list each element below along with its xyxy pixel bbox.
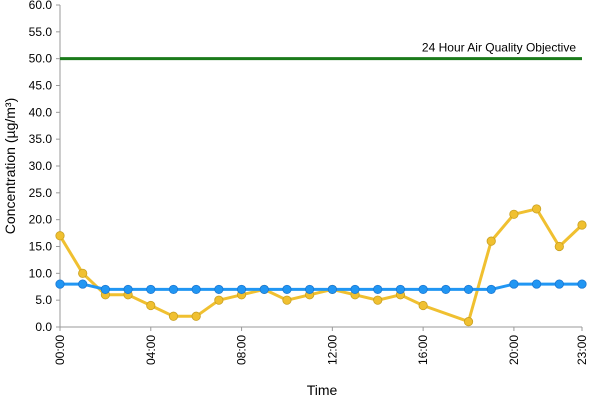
objective-label: 24 Hour Air Quality Objective	[422, 41, 576, 55]
x-tick-label: 12:00	[325, 335, 339, 365]
x-tick-label: 00:00	[53, 335, 67, 365]
data-point	[191, 311, 201, 321]
data-point	[123, 284, 133, 295]
data-point	[168, 284, 179, 295]
y-tick-label: 45.0	[29, 79, 53, 93]
data-point	[282, 284, 292, 295]
data-point	[214, 295, 224, 305]
objective-group: 24 Hour Air Quality Objective	[60, 41, 582, 61]
data-point	[191, 284, 201, 295]
data-point	[554, 241, 564, 252]
series-group	[55, 204, 587, 327]
data-point	[305, 284, 315, 295]
data-point	[532, 204, 542, 214]
data-point	[418, 300, 428, 311]
series-1	[55, 204, 587, 327]
data-point	[463, 317, 474, 327]
data-point	[146, 300, 156, 311]
y-tick-label: 35.0	[29, 132, 53, 146]
x-axis-title: Time	[307, 382, 338, 398]
data-point	[327, 284, 337, 295]
x-axis-ticks: 00:00 04:00 08:00 12:00 16:00 20:00 23:00	[53, 327, 589, 365]
data-point	[259, 284, 269, 295]
series-2	[55, 279, 587, 295]
data-point	[146, 284, 156, 295]
data-point	[463, 284, 474, 295]
y-tick-label: 60.0	[29, 0, 53, 12]
data-point	[100, 284, 110, 295]
y-tick-label: 40.0	[29, 105, 53, 119]
data-point	[486, 236, 496, 246]
data-point	[350, 284, 360, 295]
data-point	[418, 284, 428, 295]
x-tick-label: 04:00	[144, 335, 158, 365]
data-point	[577, 279, 587, 289]
data-point	[55, 279, 65, 289]
x-tick-label: 20:00	[507, 335, 521, 365]
y-tick-label: 20.0	[29, 213, 53, 227]
y-tick-label: 50.0	[29, 52, 53, 66]
x-tick-label: 23:00	[575, 335, 589, 365]
data-point	[78, 279, 88, 289]
data-point	[214, 284, 224, 295]
y-tick-label: 30.0	[29, 159, 53, 173]
y-tick-label: 25.0	[29, 186, 53, 200]
data-point	[78, 268, 88, 278]
data-point	[441, 284, 451, 295]
data-point	[577, 220, 587, 230]
data-point	[554, 279, 564, 289]
y-tick-label: 10.0	[29, 266, 53, 280]
data-point	[373, 284, 383, 295]
y-axis-title: Concentration (µg/m³)	[2, 98, 18, 234]
y-tick-label: 55.0	[29, 25, 53, 39]
y-tick-label: 0.0	[35, 320, 52, 334]
series-line	[58, 207, 584, 324]
y-tick-label: 15.0	[29, 240, 53, 254]
series-line	[60, 282, 582, 291]
data-point	[373, 295, 383, 305]
x-tick-label: 08:00	[235, 335, 249, 365]
data-point	[509, 279, 519, 289]
data-point	[236, 284, 247, 295]
data-point	[509, 209, 519, 219]
data-point	[55, 231, 65, 241]
data-point	[395, 284, 406, 295]
data-point	[282, 295, 292, 305]
y-tick-label: 5.0	[35, 293, 52, 307]
data-point	[168, 311, 179, 321]
data-point	[486, 284, 496, 295]
data-point	[532, 279, 542, 289]
y-axis-ticks: 0.0 5.0 10.0 15.0 20.0 25.0 30.0 35.0 40.0 45.0 50…	[29, 0, 60, 334]
x-tick-label: 16:00	[416, 335, 430, 365]
